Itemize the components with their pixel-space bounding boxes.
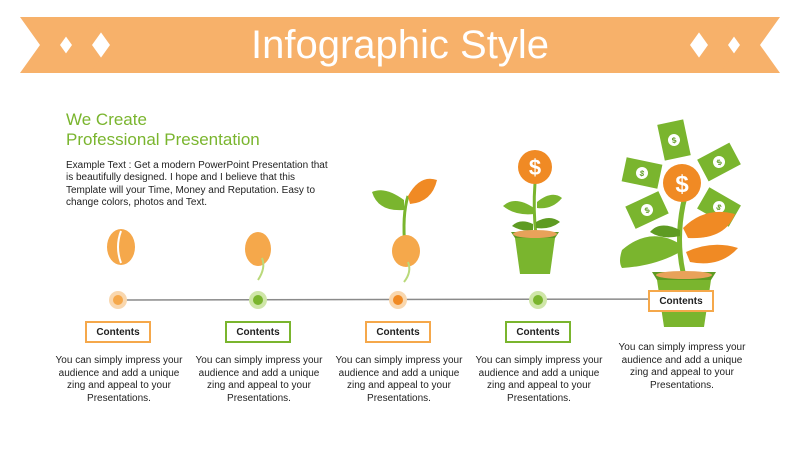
svg-text:$: $ <box>715 157 724 167</box>
dollar-coin-icon <box>518 150 552 184</box>
svg-text:$: $ <box>643 205 651 215</box>
sprouting-seed-icon <box>245 232 271 281</box>
stage-1-description: You can simply impress your audience and… <box>55 355 183 404</box>
stage-1-label: Contents <box>85 321 151 343</box>
intro-section: We Create Professional Presentation Exam… <box>66 110 336 210</box>
intro-heading-line2: Professional Presentation <box>66 130 260 149</box>
intro-body-text: Example Text : Get a modern PowerPoint P… <box>66 160 328 209</box>
intro-heading-line1: We Create <box>66 110 147 129</box>
chevron-left-icon <box>52 17 112 73</box>
stage-2-description: You can simply impress your audience and… <box>195 355 323 404</box>
stage-5-description: You can simply impress your audience and… <box>618 342 746 391</box>
title-banner: Infographic Style <box>0 0 800 90</box>
svg-text:$: $ <box>671 136 678 146</box>
stage-2-label: Contents <box>225 321 291 343</box>
svg-text:$: $ <box>715 202 724 212</box>
stage-5-label: Contents <box>648 290 714 312</box>
stage-3-description: You can simply impress your audience and… <box>335 355 463 404</box>
svg-text:$: $ <box>675 171 689 198</box>
timeline-dot-1 <box>109 291 127 309</box>
timeline-dot-3 <box>389 291 407 309</box>
svg-text:$: $ <box>639 169 646 179</box>
seed-icon <box>107 229 135 265</box>
banknote-icon: $ <box>619 155 665 191</box>
potted-money-plant-icon: $ <box>503 150 562 274</box>
timeline-dot-4 <box>529 291 547 309</box>
banner-shape <box>20 17 780 73</box>
dollar-coin-icon <box>663 164 701 202</box>
stage-4-description: You can simply impress your audience and… <box>475 355 603 404</box>
timeline-dot-2 <box>249 291 267 309</box>
stage-4-label: Contents <box>505 321 571 343</box>
stage-3-label: Contents <box>365 321 431 343</box>
banknote-icon: $ <box>655 117 693 163</box>
banknote-icon: $ <box>623 189 671 231</box>
seedling-icon <box>372 178 437 283</box>
banknote-icon: $ <box>695 140 743 184</box>
page-title: Infographic Style <box>251 23 549 67</box>
svg-text:$: $ <box>529 155 541 180</box>
